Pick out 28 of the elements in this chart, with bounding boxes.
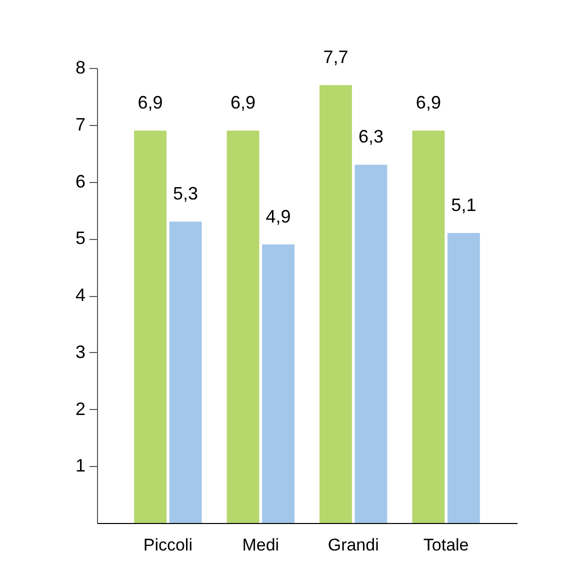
y-tick-label: 5 <box>75 228 86 248</box>
bar <box>262 244 294 523</box>
y-tick-label: 8 <box>75 58 86 78</box>
y-tick-label: 2 <box>75 398 86 419</box>
y-tick-label: 1 <box>75 456 86 476</box>
x-tick-label: Totale <box>423 536 469 554</box>
data-label: 6,9 <box>138 92 163 113</box>
data-label: 5,1 <box>451 194 476 215</box>
bar <box>354 164 388 523</box>
x-tick-label: Medi <box>242 536 280 554</box>
bar <box>412 130 445 523</box>
x-tick-label: Grandi <box>328 536 379 554</box>
y-tick-label: 7 <box>75 114 86 134</box>
data-label: 5,3 <box>173 184 198 204</box>
bar <box>320 85 352 523</box>
data-label: 6,9 <box>230 92 256 113</box>
data-label: 7,7 <box>323 47 348 68</box>
y-tick-label: 6 <box>75 171 86 192</box>
y-tick-label: 4 <box>75 285 86 305</box>
bar <box>169 222 202 523</box>
bar <box>447 232 480 523</box>
data-label: 6,3 <box>358 126 384 147</box>
y-tick-label: 3 <box>75 342 86 362</box>
x-tick-label: Piccoli <box>143 536 192 554</box>
data-label: 4,9 <box>266 206 291 226</box>
bar <box>134 130 167 523</box>
data-label: 6,9 <box>416 92 441 113</box>
bar <box>226 130 260 523</box>
